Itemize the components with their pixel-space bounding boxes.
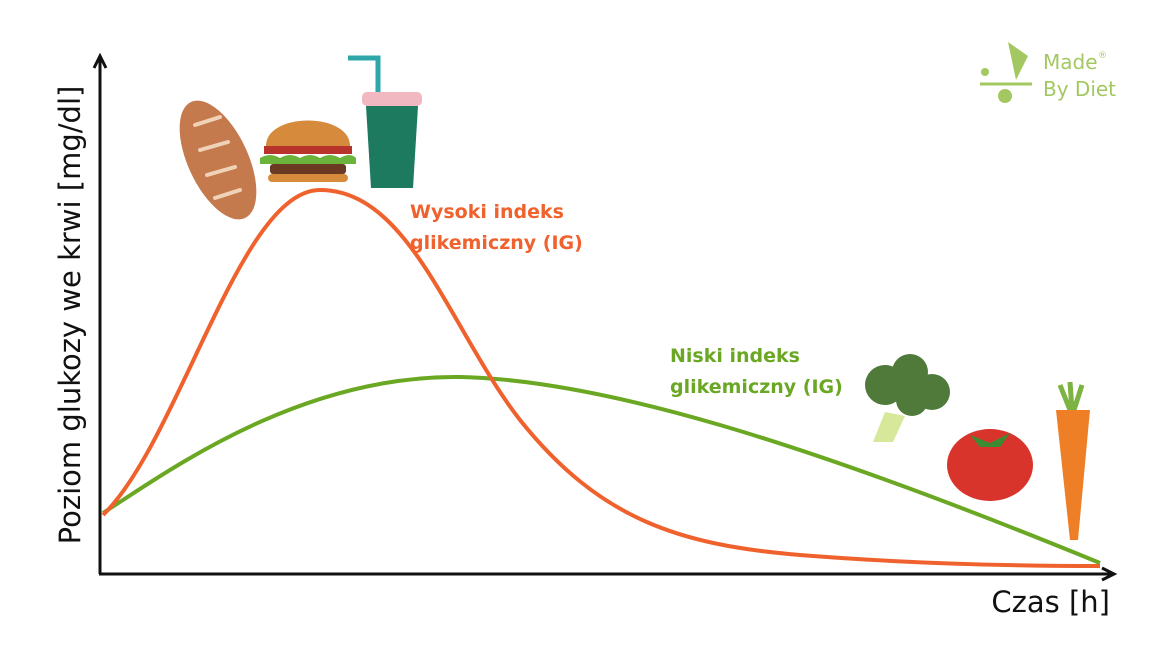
carrot-icon — [1056, 381, 1090, 540]
low-gi-curve — [101, 374, 1101, 565]
bread-icon — [179, 100, 257, 220]
logo-text: Made — [1043, 50, 1098, 74]
logo-text: By Diet — [1043, 77, 1116, 101]
high-gi-label: Wysoki indeks — [410, 201, 564, 223]
x-axis-label: Czas [h] — [991, 585, 1110, 619]
low-gi-label: glikemiczny (IG) — [670, 376, 843, 398]
high-gi-curve — [101, 187, 1101, 568]
tomato-icon — [947, 429, 1033, 501]
logo: Made ® By Diet — [980, 42, 1116, 103]
y-axis-label: Poziom glukozy we krwi [mg/dl] — [53, 86, 87, 545]
x-arrow — [1101, 566, 1118, 582]
drink-icon — [348, 55, 422, 188]
low-gi-label: Niski indeks — [670, 345, 800, 367]
y-arrow — [92, 52, 108, 69]
burger-icon — [260, 120, 356, 182]
logo-mark: ® — [1098, 51, 1107, 61]
high-gi-label: glikemiczny (IG) — [410, 232, 583, 254]
broccoli-icon — [865, 354, 950, 442]
axes — [92, 52, 1118, 582]
